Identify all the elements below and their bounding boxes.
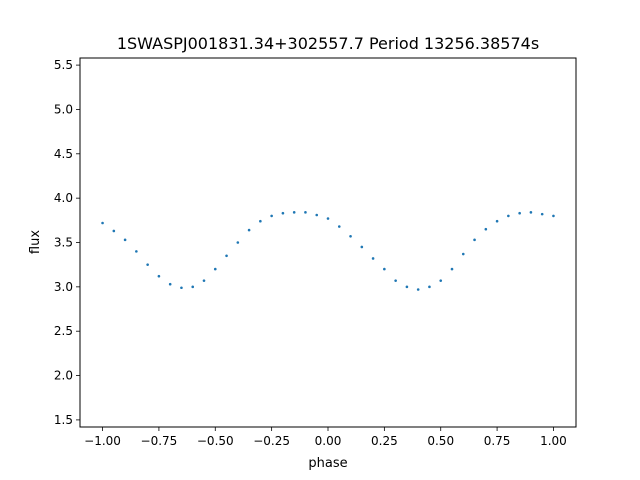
data-point [529, 211, 533, 214]
x-axis-label: phase [308, 456, 347, 471]
x-tick-label: 1.00 [540, 434, 567, 448]
y-tick-label: 3.0 [54, 280, 73, 294]
y-tick-label: 4.5 [54, 147, 73, 161]
data-point [405, 285, 409, 289]
chart-title: 1SWASPJ001831.34+302557.7 Period 13256.3… [117, 34, 539, 53]
data-point [180, 286, 183, 290]
x-tick-label: 0.75 [484, 434, 511, 448]
x-axis-ticks: −1.00 −0.75 −0.50 −0.25 0.00 0.25 0.50 0.75 1.00 [84, 427, 567, 448]
y-tick-label: 1.5 [54, 413, 73, 427]
data-point [416, 288, 420, 291]
data-point [428, 285, 431, 289]
data-point [552, 214, 555, 218]
y-axis-label: flux [28, 230, 43, 254]
data-point [168, 282, 172, 286]
data-point [247, 228, 251, 232]
y-tick-label: 4.0 [54, 191, 73, 205]
x-tick-label: −0.75 [141, 434, 178, 448]
y-tick-label: 5.5 [54, 58, 73, 72]
x-tick-label: −0.25 [253, 434, 290, 448]
y-tick-label: 5.0 [54, 102, 73, 116]
data-point [135, 250, 138, 253]
y-tick-label: 3.5 [54, 236, 73, 250]
y-tick-label: 2.5 [54, 324, 73, 338]
data-point [146, 263, 149, 266]
x-tick-label: 0.00 [315, 434, 342, 448]
data-point [337, 225, 341, 228]
data-point [270, 214, 273, 218]
data-points [101, 211, 555, 291]
data-point [540, 212, 544, 216]
plot-frame [79, 57, 577, 428]
data-point [236, 241, 240, 244]
y-axis-ticks: 1.5 2.0 2.5 3.0 3.5 4.0 4.5 5.0 5.5 [54, 58, 80, 427]
data-point [202, 279, 206, 282]
data-point [123, 238, 127, 242]
data-point [225, 254, 228, 258]
data-point [360, 245, 364, 249]
data-point [259, 219, 262, 223]
x-tick-label: −0.50 [197, 434, 234, 448]
data-point [495, 219, 499, 223]
x-tick-label: 0.25 [371, 434, 398, 448]
x-tick-label: −1.00 [84, 434, 121, 448]
data-point [484, 227, 488, 231]
data-point [507, 214, 510, 218]
x-tick-label: 0.50 [427, 434, 454, 448]
data-point [394, 279, 397, 282]
data-point [213, 267, 217, 271]
data-point [191, 285, 195, 289]
data-point [450, 267, 454, 271]
data-point [518, 211, 521, 215]
data-point [315, 213, 319, 217]
data-point [383, 267, 386, 271]
data-point [112, 229, 116, 233]
data-point [292, 211, 296, 214]
y-tick-label: 2.0 [54, 369, 73, 383]
data-point [349, 234, 352, 238]
data-point [326, 217, 330, 220]
data-point [304, 211, 307, 214]
data-point [371, 257, 375, 260]
data-point [473, 238, 476, 242]
data-point [461, 252, 465, 256]
data-point [101, 221, 104, 225]
data-point [439, 279, 443, 282]
data-point [281, 211, 285, 215]
data-point [157, 274, 161, 278]
